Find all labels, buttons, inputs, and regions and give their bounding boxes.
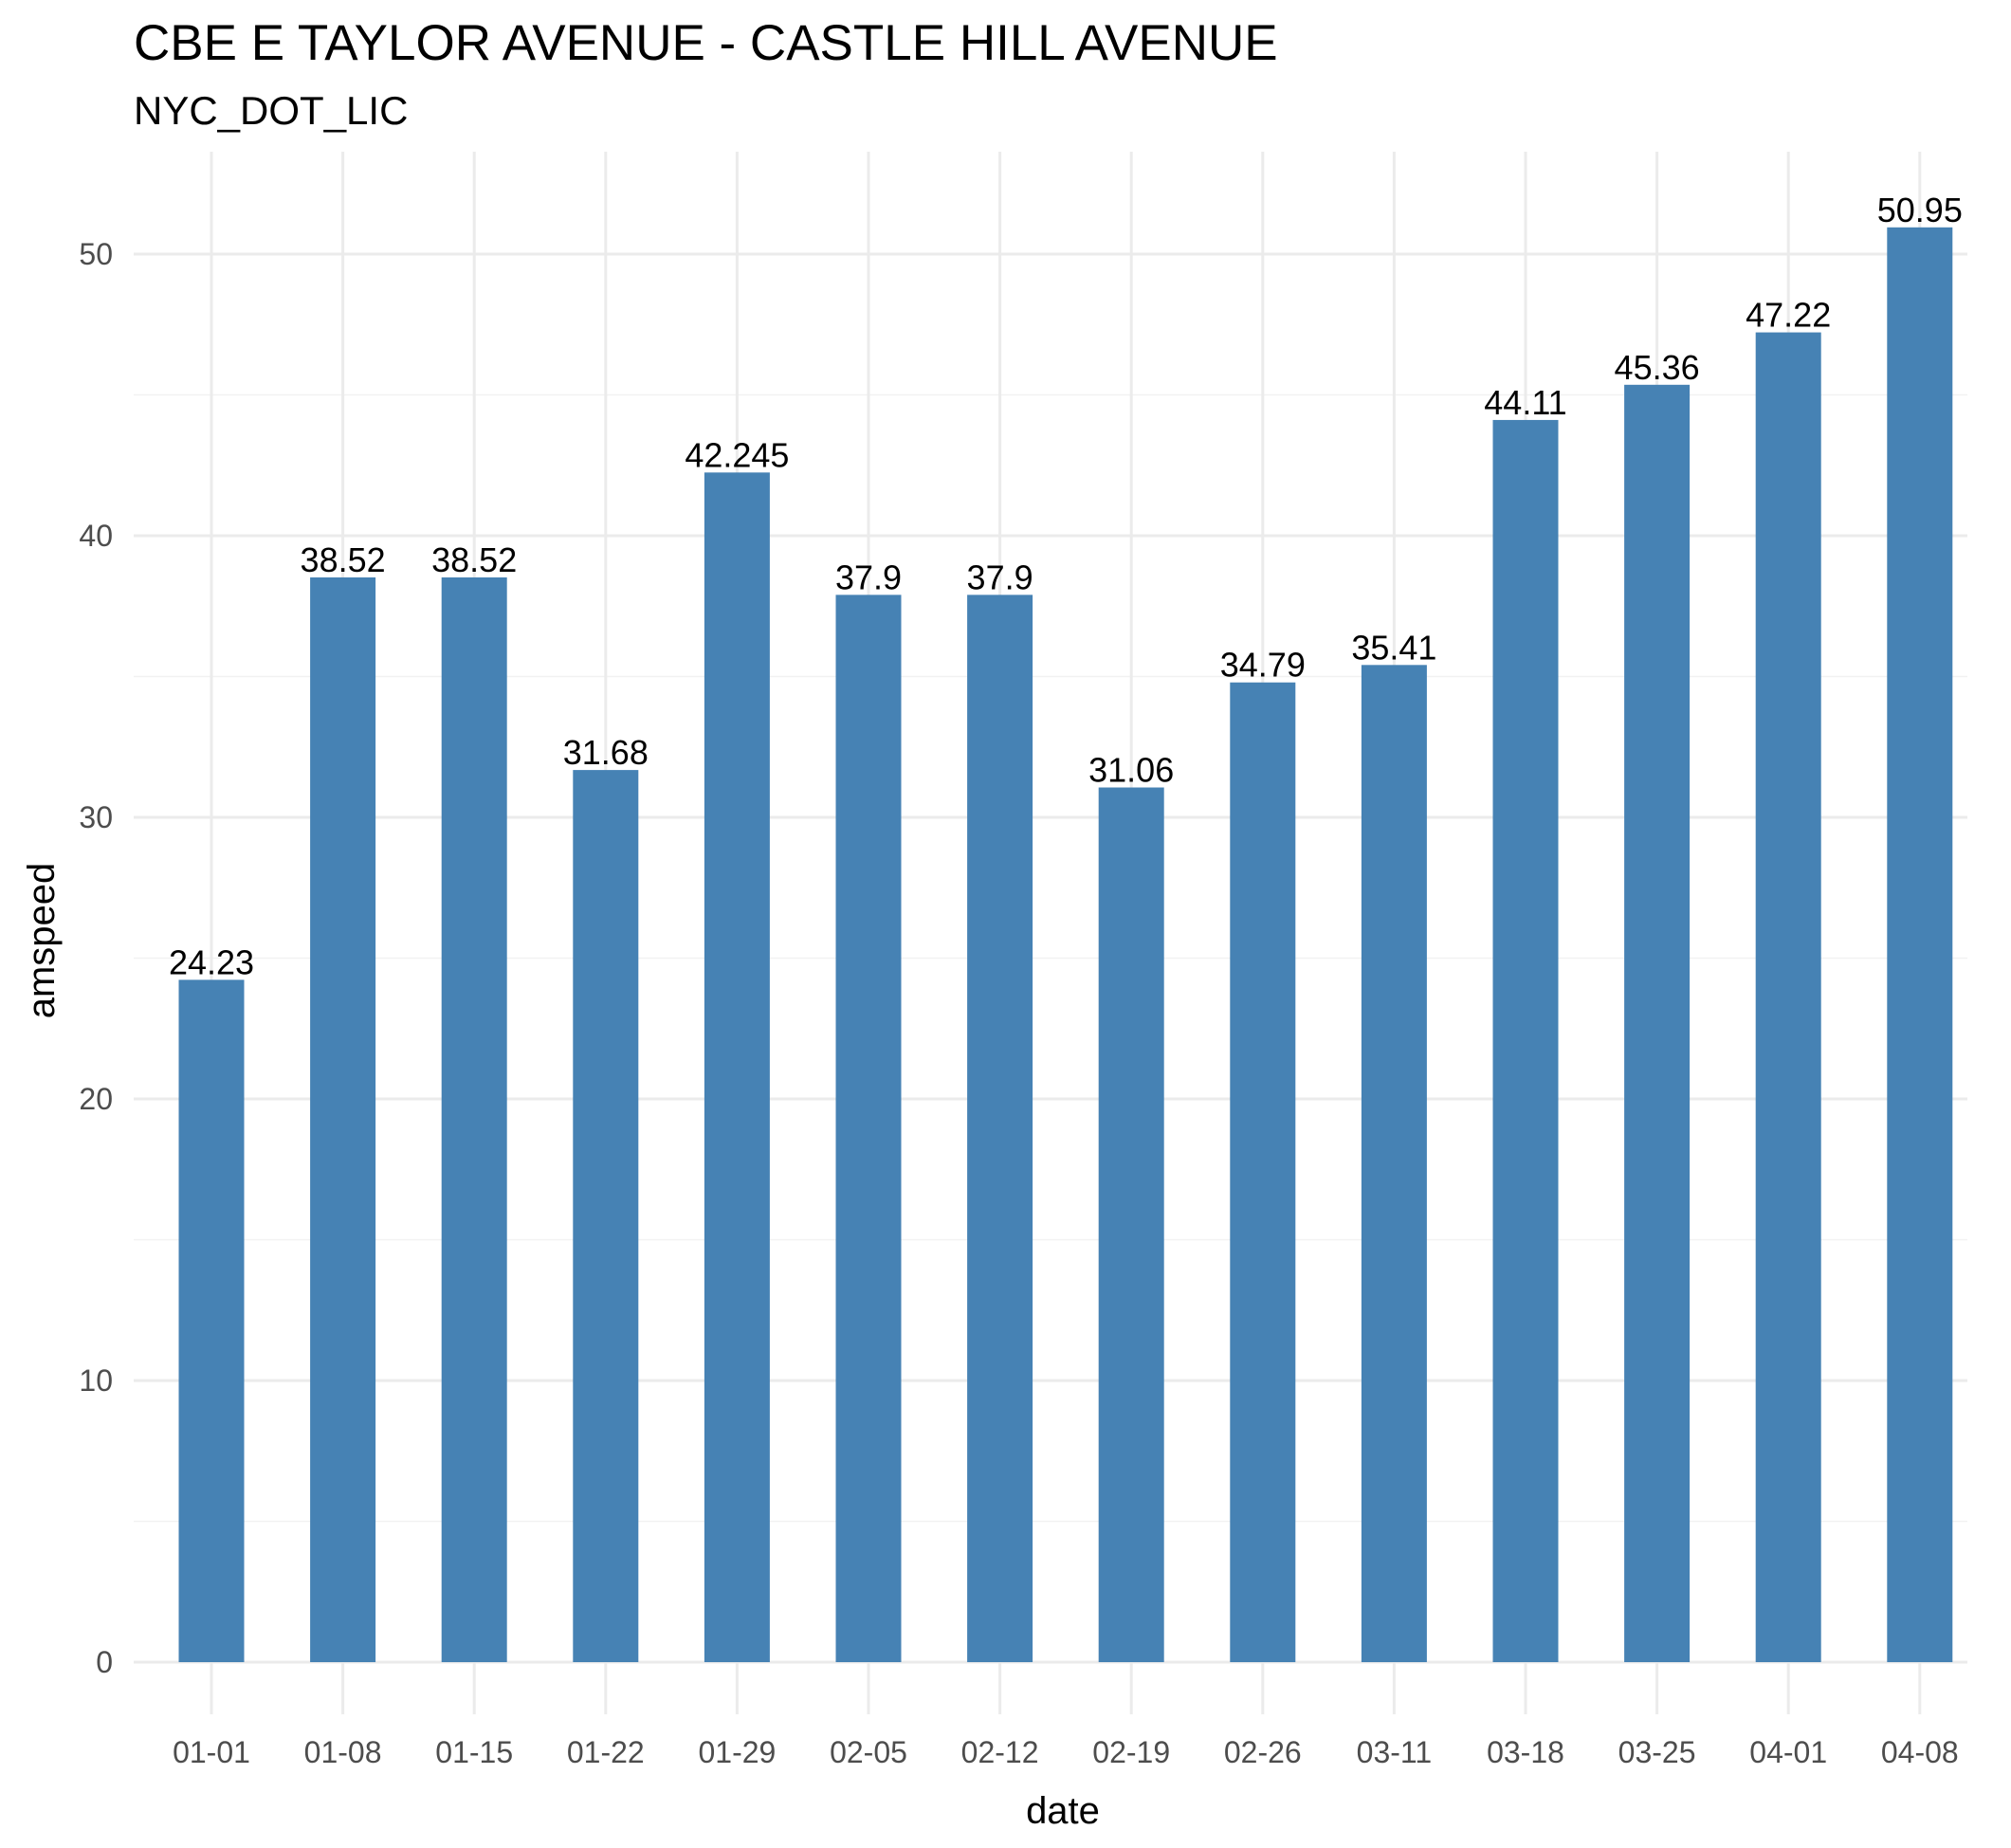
y-axis-ticks: 0 10 20 30 40 50 [79,237,113,1679]
y-axis-label: amspeed [21,863,63,1019]
bar [310,576,376,1662]
data-label: 47.22 [1746,296,1831,335]
data-label: 37.9 [835,558,902,596]
x-tick-label: 03-25 [1618,1735,1696,1769]
x-tick-label: 01-29 [698,1735,776,1769]
x-tick-label: 02-05 [830,1735,907,1769]
bar [1887,227,1953,1662]
data-label: 38.52 [301,540,386,579]
x-tick-label: 01-15 [435,1735,513,1769]
y-tick-label: 40 [79,519,113,553]
bar [1492,419,1559,1663]
y-tick-label: 50 [79,237,113,271]
bar [704,472,770,1662]
bar [178,979,245,1662]
bar [967,595,1033,1662]
x-tick-label: 04-01 [1749,1735,1827,1769]
bar [1230,682,1296,1662]
y-tick-label: 20 [79,1082,113,1116]
x-axis-label: date [1026,1790,1100,1832]
data-label: 34.79 [1220,646,1306,685]
data-label: 35.41 [1351,628,1436,667]
data-label: 45.36 [1615,348,1700,387]
y-tick-label: 0 [96,1645,113,1679]
x-tick-label: 03-18 [1487,1735,1564,1769]
y-tick-label: 30 [79,800,113,834]
x-tick-label: 02-26 [1224,1735,1302,1769]
x-tick-label: 01-01 [173,1735,250,1769]
data-label: 44.11 [1484,383,1566,422]
chart-title: CBE E TAYLOR AVENUE - CASTLE HILL AVENUE [134,15,1278,71]
x-tick-label: 01-08 [304,1735,382,1769]
data-label: 24.23 [169,942,254,981]
bar [1098,787,1164,1662]
bar [1755,332,1821,1662]
x-tick-label: 04-08 [1881,1735,1959,1769]
data-label: 31.68 [563,733,649,772]
data-label: 50.95 [1877,191,1963,229]
data-labels: 24.23 38.52 38.52 31.68 42.245 37.9 37.9 31.06 3… [169,191,1963,982]
bar [573,770,639,1662]
data-label: 37.9 [967,558,1033,596]
x-tick-label: 02-19 [1092,1735,1170,1769]
bar [1361,665,1427,1662]
bars [178,227,1953,1663]
bar [1624,384,1691,1663]
data-label: 31.06 [1088,751,1174,790]
x-tick-label: 03-11 [1357,1735,1432,1769]
bar [441,576,507,1662]
data-label: 42.245 [685,435,789,474]
data-label: 38.52 [431,540,517,579]
chart-subtitle: NYC_DOT_LIC [134,88,408,133]
x-axis-ticks: 01-01 01-08 01-15 01-22 01-29 02-05 02-12 02-19… [173,1735,1959,1769]
x-tick-label: 01-22 [567,1735,645,1769]
y-tick-label: 10 [79,1363,113,1398]
bar [835,595,902,1662]
x-tick-label: 02-12 [961,1735,1039,1769]
